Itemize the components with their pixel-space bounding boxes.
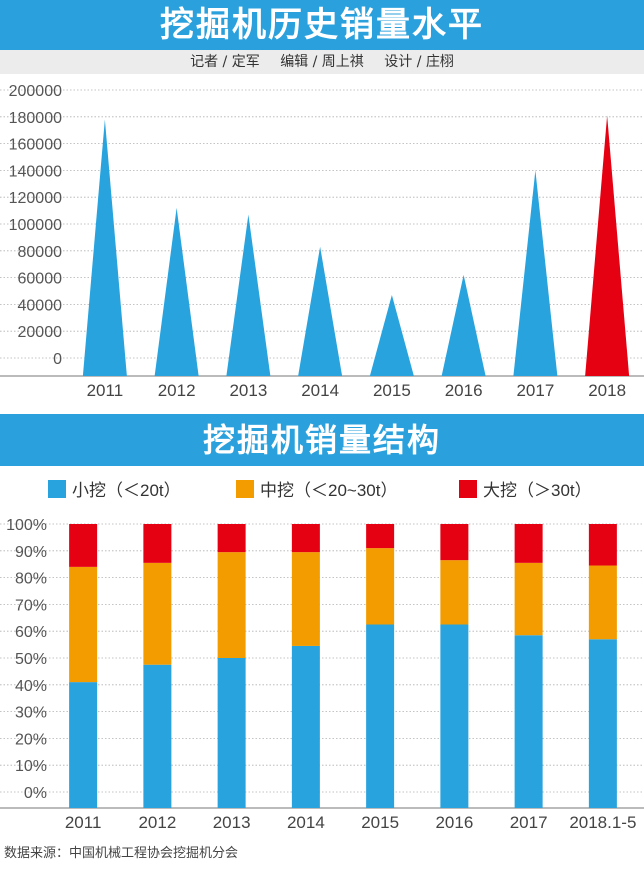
legend-label: 中挖（＜20~30t） — [260, 481, 397, 500]
x-tick-label: 2017 — [510, 813, 548, 832]
x-tick-label: 2015 — [361, 813, 399, 832]
bar-2016 — [441, 274, 486, 376]
y-tick-label: 0% — [24, 785, 47, 802]
bar-segment-2015-0 — [366, 624, 395, 808]
bar-segment-2013-1 — [217, 552, 246, 658]
x-tick-label: 2012 — [158, 381, 196, 400]
bar-segment-2018.1-5-1 — [588, 565, 617, 640]
bar-2017 — [513, 170, 558, 376]
bar-segment-2017-1 — [514, 562, 543, 636]
editor-credit: 编辑 / 周上祺 — [280, 54, 364, 70]
x-tick-label: 2013 — [213, 813, 251, 832]
x-tick-label: 2016 — [435, 813, 473, 832]
sales-structure-chart: 小挖（＜20t） 中挖（＜20~30t） 大挖（＞30t） 100% 90% 80% 70%… — [0, 480, 644, 832]
y-tick-label: 40% — [15, 678, 47, 695]
bar-segment-2016-1 — [440, 560, 469, 625]
chart1-title-banner: 挖掘机历史销量水平 — [0, 0, 644, 50]
y-tick-label: 90% — [15, 544, 47, 561]
y-tick-label: 80000 — [18, 244, 63, 261]
y-tick-label: 70% — [15, 597, 47, 614]
y-tick-label: 20000 — [18, 324, 63, 341]
x-tick-label: 2013 — [229, 381, 267, 400]
y-tick-label: 100% — [6, 517, 47, 534]
bar-segment-2014-0 — [291, 645, 320, 808]
bar-segment-2012-1 — [143, 562, 172, 665]
data-source: 数据来源：中国机械工程协会挖掘机分会 — [4, 846, 239, 861]
legend-label: 大挖（＞30t） — [483, 481, 592, 500]
bar-segment-2018.1-5-2 — [588, 524, 617, 566]
y-tick-label: 50% — [15, 651, 47, 668]
bar-segment-2011-1 — [69, 566, 98, 683]
legend-label: 小挖（＜20t） — [72, 481, 181, 500]
bar-2015 — [369, 295, 414, 376]
y-tick-label: 160000 — [9, 137, 62, 154]
bar-2012 — [154, 207, 199, 376]
x-tick-label: 2011 — [87, 381, 124, 400]
x-tick-label: 2011 — [65, 813, 102, 832]
x-tick-label: 2018 — [588, 381, 626, 400]
bar-segment-2015-2 — [366, 524, 395, 549]
x-tick-label: 2015 — [373, 381, 411, 400]
x-tick-label: 2014 — [287, 813, 325, 832]
y-tick-label: 120000 — [9, 190, 62, 207]
bar-segment-2017-2 — [514, 524, 543, 563]
y-tick-label: 10% — [15, 758, 47, 775]
bar-segment-2014-1 — [291, 552, 320, 646]
legend-swatch — [48, 480, 66, 498]
y-tick-label: 60% — [15, 624, 47, 641]
x-tick-label: 2012 — [138, 813, 176, 832]
x-tick-label: 2017 — [516, 381, 554, 400]
bar-segment-2013-0 — [217, 658, 246, 808]
bar-segment-2014-2 — [291, 524, 320, 553]
credits-bar: 记者 / 定军 编辑 / 周上祺 设计 / 庄栩 — [0, 50, 644, 74]
sales-history-chart: 2000001800001600001400001200001000008000… — [0, 83, 644, 400]
y-tick-label: 80% — [15, 571, 47, 588]
x-tick-label: 2016 — [445, 381, 483, 400]
bar-segment-2012-0 — [143, 664, 172, 808]
bar-segment-2017-0 — [514, 635, 543, 808]
bar-segment-2015-1 — [366, 548, 395, 625]
bar-2013 — [226, 214, 271, 376]
bar-2014 — [298, 246, 343, 376]
y-tick-label: 0 — [53, 351, 62, 368]
bar-segment-2011-2 — [69, 524, 98, 567]
y-tick-label: 100000 — [9, 217, 62, 234]
y-tick-label: 40000 — [18, 297, 63, 314]
designer-credit: 设计 / 庄栩 — [384, 54, 454, 70]
y-tick-label: 30% — [15, 705, 47, 722]
chart2-title-banner: 挖掘机销量结构 — [0, 414, 644, 466]
bar-2011 — [82, 119, 127, 377]
legend-swatch — [236, 480, 254, 498]
x-tick-label: 2014 — [301, 381, 339, 400]
y-tick-label: 200000 — [9, 83, 62, 100]
x-tick-label: 2018.1-5 — [569, 813, 636, 832]
bar-segment-2012-2 — [143, 524, 172, 563]
bar-segment-2018.1-5-0 — [588, 639, 617, 808]
bar-segment-2016-0 — [440, 624, 469, 808]
bar-segment-2011-0 — [69, 682, 98, 808]
legend-swatch — [459, 480, 477, 498]
y-tick-label: 20% — [15, 731, 47, 748]
y-tick-label: 140000 — [9, 163, 62, 180]
bar-segment-2013-2 — [217, 524, 246, 553]
reporter-credit: 记者 / 定军 — [190, 54, 260, 70]
y-tick-label: 60000 — [18, 271, 63, 288]
bar-segment-2016-2 — [440, 524, 469, 561]
y-tick-label: 180000 — [9, 110, 62, 127]
bar-2018 — [585, 115, 630, 377]
